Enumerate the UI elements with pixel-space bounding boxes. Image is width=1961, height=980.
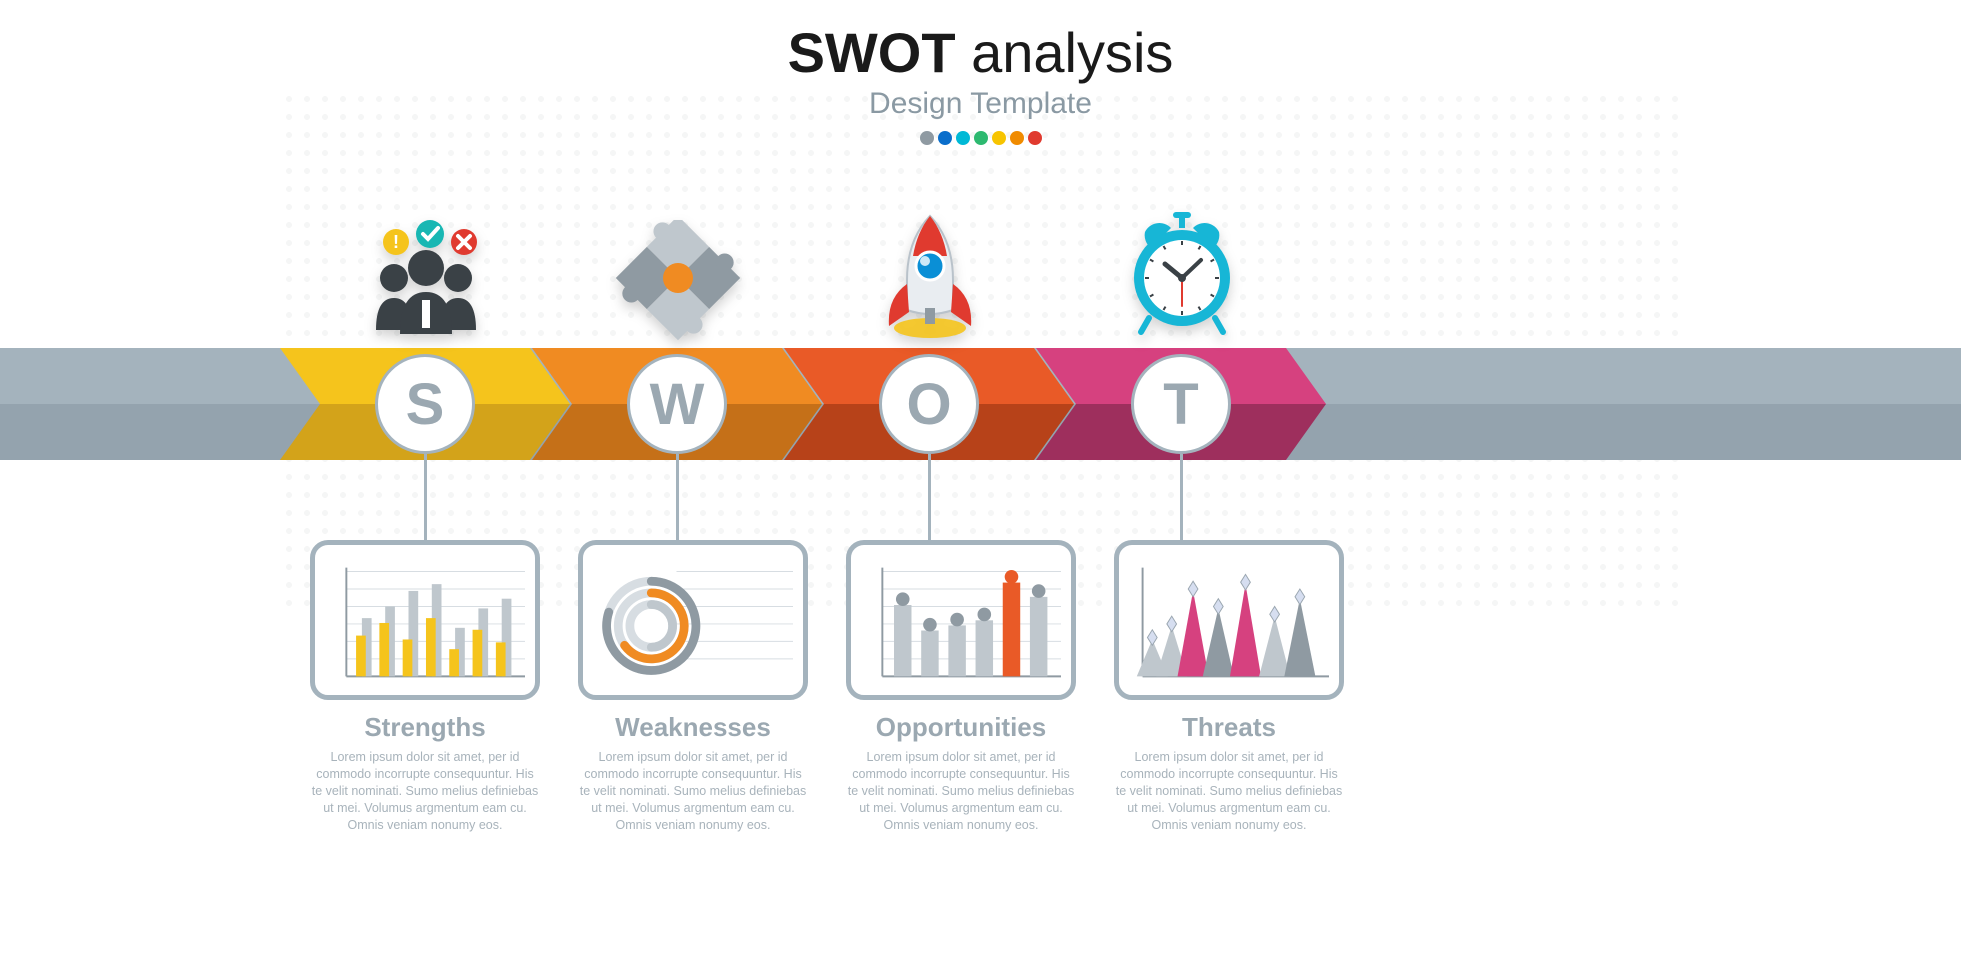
rocket-icon [784,200,1036,340]
title-bold: SWOT [788,21,956,84]
connector-line [424,454,427,546]
top-icons-row: ! [280,200,1700,340]
card-title: Strengths [364,712,485,743]
card-body: Lorem ipsum dolor sit amet, per id commo… [573,749,813,833]
people-icon: ! [280,200,532,340]
card-weaknesses: Weaknesses Lorem ipsum dolor sit amet, p… [573,540,813,833]
cards-row: Strengths Lorem ipsum dolor sit amet, pe… [305,540,1725,833]
card-body: Lorem ipsum dolor sit amet, per id commo… [841,749,1081,833]
card-title: Opportunities [876,712,1046,743]
clock-icon [1036,200,1288,340]
accent-dot [1028,131,1042,145]
card-body: Lorem ipsum dolor sit amet, per id commo… [1109,749,1349,833]
mini-chart-card [846,540,1076,700]
title-rest: analysis [956,21,1174,84]
mini-chart-card [310,540,540,700]
puzzle-icon [532,200,784,340]
connector-line [928,454,931,546]
accent-dot [938,131,952,145]
letter-badge: T [1131,354,1231,454]
svg-text:!: ! [393,232,399,252]
chevron-o: O [784,348,1036,460]
main-title: SWOT analysis [0,20,1961,85]
accent-dot [974,131,988,145]
accent-dot [992,131,1006,145]
card-title: Threats [1182,712,1276,743]
connector-line [1180,454,1183,546]
bar-arrow-tip [1288,348,1438,465]
mini-chart-card [578,540,808,700]
chevron-s: S [280,348,532,460]
header: SWOT analysis Design Template [0,0,1961,145]
chevron-w: W [532,348,784,460]
accent-dot [956,131,970,145]
chevron-t: T [1036,348,1288,460]
subtitle: Design Template [0,87,1961,121]
card-body: Lorem ipsum dolor sit amet, per id commo… [305,749,545,833]
mini-chart-card [1114,540,1344,700]
accent-dots-row [0,131,1961,145]
card-threats: Threats Lorem ipsum dolor sit amet, per … [1109,540,1349,833]
card-title: Weaknesses [615,712,771,743]
card-opportunities: Opportunities Lorem ipsum dolor sit amet… [841,540,1081,833]
card-strengths: Strengths Lorem ipsum dolor sit amet, pe… [305,540,545,833]
connector-line [676,454,679,546]
chevron-stage: S W O T [280,348,1700,460]
accent-dot [920,131,934,145]
accent-dot [1010,131,1024,145]
letter-badge: S [375,354,475,454]
letter-badge: O [879,354,979,454]
letter-badge: W [627,354,727,454]
